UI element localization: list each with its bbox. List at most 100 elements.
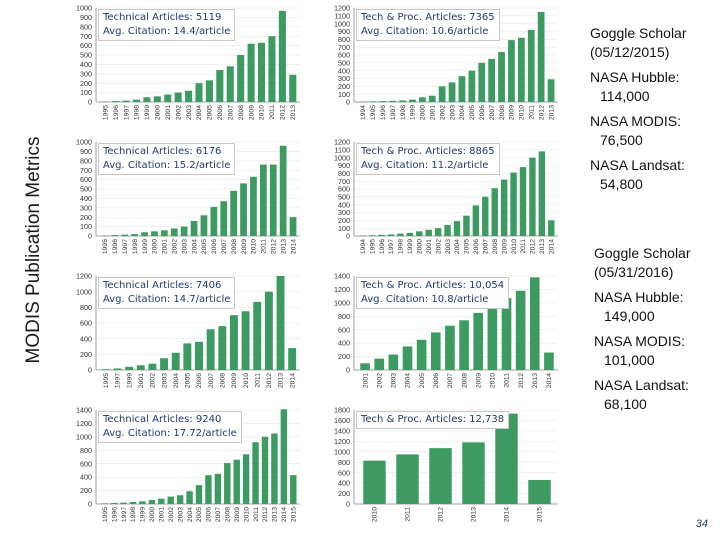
chart-annotation-line: Technical Articles: 6176 [103, 146, 222, 157]
bar-2006 [210, 206, 218, 236]
bar-2006 [195, 341, 203, 370]
bar-2005 [463, 215, 470, 236]
x-tick-label: 2007 [489, 105, 496, 120]
y-tick-label: 100 [338, 90, 350, 99]
x-tick-label: 2010 [243, 373, 250, 388]
x-tick-label: 2014 [289, 373, 296, 388]
x-tick-label: 2006 [479, 105, 486, 120]
bar-2009 [229, 315, 238, 370]
x-tick-label: 2005 [419, 373, 426, 388]
bar-2011 [519, 167, 527, 236]
x-tick-label: 2014 [548, 239, 555, 254]
bar-2008 [498, 51, 505, 102]
x-tick-label: 1996 [112, 239, 119, 254]
y-tick-label: 1000 [334, 298, 350, 307]
bar-2010 [517, 37, 525, 103]
x-tick-label: 2002 [171, 239, 178, 254]
x-tick-label: 2002 [376, 373, 383, 388]
bar-2009 [508, 40, 515, 102]
bar-2009 [500, 179, 508, 236]
x-tick-label: 2001 [429, 105, 436, 120]
x-tick-label: 2002 [439, 105, 446, 120]
x-tick-label: 2012 [438, 507, 445, 522]
side-note-2015-landsat-name: NASA Landsat: [590, 157, 685, 173]
y-tick-label: 800 [338, 312, 350, 321]
chart-panel-5: 0 200 400 600 800 1000 1200 1995 1997 1999 2001 200… [62, 270, 307, 398]
x-tick-label: 2013 [532, 373, 539, 388]
y-tick-label: 0 [88, 232, 92, 241]
x-tick-label: 1996 [111, 507, 118, 522]
bar-1996 [378, 234, 385, 236]
chart-annotation: Technical Articles: 7406 Avg. Citation: 1… [98, 277, 236, 309]
x-tick-label: 2008 [224, 507, 231, 522]
x-tick-label: 2006 [473, 239, 480, 254]
x-tick-label: 2009 [509, 105, 516, 120]
bar-1996 [111, 235, 119, 236]
bar-1999 [141, 232, 148, 236]
bar-2005 [195, 485, 203, 504]
bar-2010 [257, 42, 266, 102]
bar-2003 [448, 82, 456, 102]
chart-panel-2: 0 100 200 300 400 500 600 700 800 900 1000 1100 1200… [320, 2, 565, 130]
chart-annotation: Technical Articles: 9240 Avg. Citation: 1… [98, 411, 242, 443]
y-tick-label: 600 [338, 51, 350, 60]
bar-2010 [487, 306, 498, 370]
x-tick-label: 1995 [370, 105, 377, 120]
x-tick-label: 2006 [196, 373, 203, 388]
y-tick-label: 500 [338, 58, 350, 67]
y-tick-label: 200 [338, 82, 350, 91]
x-tick-label: 2013 [280, 239, 287, 254]
bar-1998 [129, 501, 137, 504]
bar-2002 [148, 363, 157, 370]
bar-1996 [112, 101, 120, 102]
side-note-2016-date-label: Goggle Scholar [594, 245, 691, 261]
bar-2000 [151, 231, 158, 236]
y-tick-label: 600 [80, 41, 92, 50]
x-tick-label: 2005 [469, 105, 476, 120]
x-tick-label: 2012 [538, 105, 545, 120]
x-tick-label: 2013 [278, 373, 285, 388]
bar-1999 [139, 501, 146, 504]
bar-2001 [360, 363, 370, 370]
x-tick-label: 2003 [445, 239, 452, 254]
x-tick-label: 1997 [123, 105, 130, 120]
bar-1999 [409, 99, 416, 102]
x-tick-label: 1995 [103, 373, 110, 388]
x-tick-label: 2014 [290, 239, 297, 254]
bar-2006 [216, 70, 224, 102]
y-tick-label: 1100 [335, 11, 350, 20]
bar-2006 [430, 332, 441, 370]
x-tick-label: 2008 [238, 105, 245, 120]
bar-2009 [247, 43, 255, 102]
x-tick-label: 2006 [217, 105, 224, 120]
x-tick-label: 1999 [126, 373, 133, 388]
x-tick-label: 2011 [504, 373, 511, 388]
x-tick-label: 1998 [132, 239, 139, 254]
bar-1995 [101, 101, 109, 103]
y-tick-label: 1200 [76, 419, 92, 428]
side-note-2016-hubble-name: NASA Hubble: [594, 289, 684, 305]
y-tick-label: 500 [80, 185, 92, 194]
bar-2013 [547, 79, 555, 102]
chart-annotation-line: Technical Articles: 5119 [103, 12, 222, 23]
bar-1998 [131, 234, 139, 236]
bar-2004 [190, 220, 198, 236]
x-tick-label: 2012 [280, 105, 287, 120]
bar-2001 [428, 95, 436, 102]
bar-1997 [389, 100, 397, 102]
bar-2010 [510, 172, 517, 236]
bar-1997 [122, 100, 130, 102]
bar-2012 [429, 448, 452, 504]
x-tick-label: 2004 [454, 239, 461, 254]
y-tick-label: 0 [346, 232, 350, 241]
bar-2011 [527, 29, 535, 102]
x-tick-label: 2010 [511, 239, 518, 254]
y-tick-label: 800 [338, 458, 350, 467]
x-tick-label: 2010 [251, 239, 258, 254]
bar-2002 [167, 496, 174, 504]
bar-2002 [374, 358, 385, 370]
bar-2004 [195, 83, 203, 102]
side-note-2015-date-label: Goggle Scholar [590, 25, 687, 41]
x-tick-label: 2008 [231, 239, 238, 254]
